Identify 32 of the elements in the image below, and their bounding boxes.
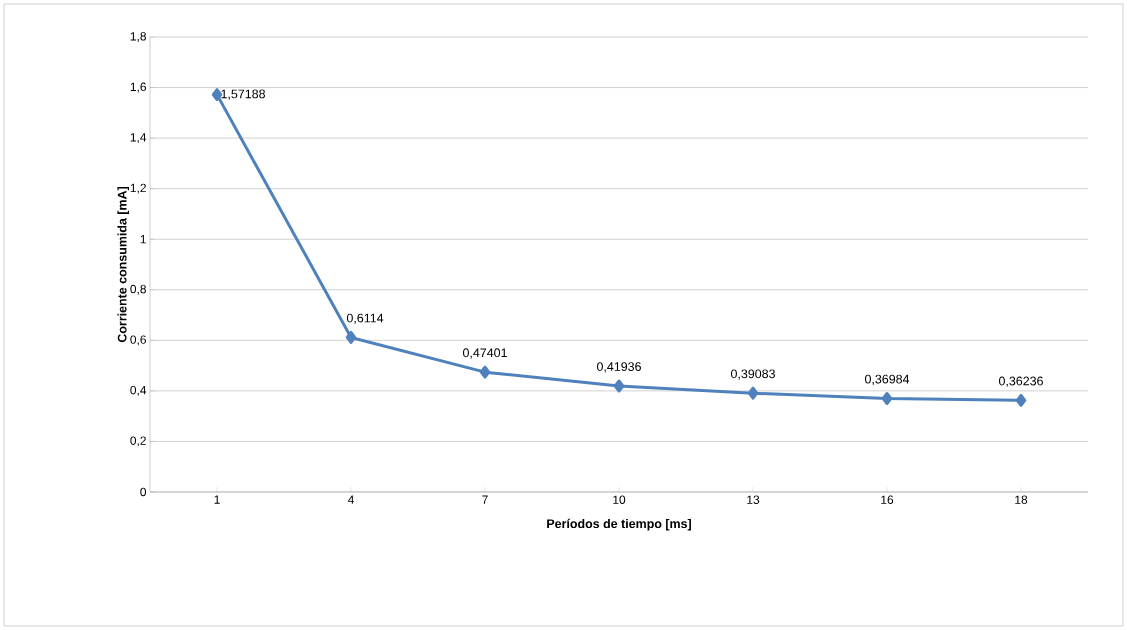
y-tick-label: 1,6 xyxy=(130,82,146,93)
y-tick-label: 0,2 xyxy=(130,436,146,447)
x-tick-label: 13 xyxy=(747,495,760,504)
point xyxy=(345,330,357,344)
point xyxy=(747,386,759,400)
y-axis-title: Corriente consumida [mA] xyxy=(117,187,130,343)
y-tick-label: 1,8 xyxy=(130,32,146,42)
y-tick-label: 0,8 xyxy=(130,284,146,295)
data-label: 1,57188 xyxy=(221,89,265,100)
y-tick-label: 1 xyxy=(140,235,146,244)
y-tick-label: 1,2 xyxy=(130,183,146,194)
x-tick-label: 1 xyxy=(214,495,220,504)
data-label: 0,36984 xyxy=(864,374,910,385)
x-tick-label: 18 xyxy=(1015,495,1028,504)
y-tick-label: 0,4 xyxy=(130,385,147,396)
x-axis-title: Períodos de tiempo [ms] xyxy=(547,518,691,531)
y-tick-label: 1,4 xyxy=(130,133,147,143)
data-label: 0,36236 xyxy=(998,376,1043,387)
point xyxy=(881,392,893,405)
y-tick-label: 0,6 xyxy=(130,335,146,346)
y-tick-label: 0 xyxy=(140,487,147,497)
x-tick-label: 16 xyxy=(881,495,894,504)
data-label: 0,41936 xyxy=(596,362,641,373)
point xyxy=(613,379,625,393)
data-label: 0,6114 xyxy=(346,313,384,324)
data-label: 0,47401 xyxy=(462,348,507,359)
x-tick-label: 10 xyxy=(613,495,626,504)
point xyxy=(1015,393,1027,407)
data-label: 0,39083 xyxy=(730,369,775,380)
x-tick-label: 7 xyxy=(482,495,488,504)
x-tick-label: 4 xyxy=(347,495,354,504)
point xyxy=(479,365,491,379)
